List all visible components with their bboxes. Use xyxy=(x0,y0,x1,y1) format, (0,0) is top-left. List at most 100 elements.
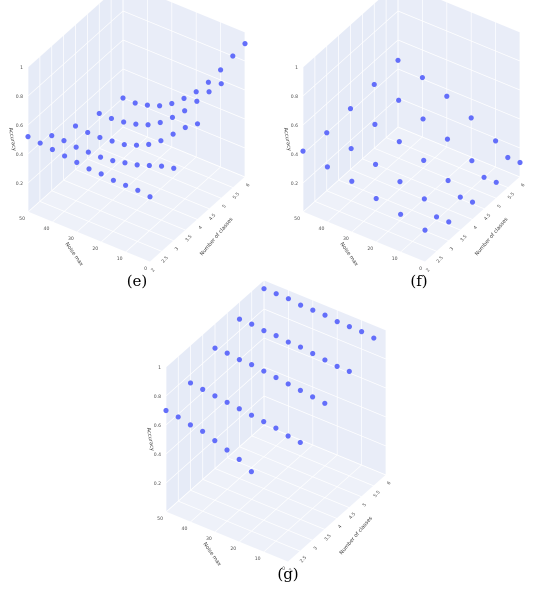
data-point xyxy=(120,95,126,101)
data-point xyxy=(200,428,206,434)
x-tick-label: 2.5 xyxy=(160,255,169,265)
gridline xyxy=(214,468,338,519)
gridline xyxy=(302,211,426,263)
gridline xyxy=(263,279,387,331)
x-tick-label: 3 xyxy=(449,246,456,252)
gridline xyxy=(400,166,496,253)
z-tick-label: 1 xyxy=(20,65,23,71)
side-pane xyxy=(264,280,386,475)
data-point xyxy=(212,345,218,351)
data-point xyxy=(146,162,152,169)
data-point xyxy=(109,138,115,144)
data-point xyxy=(133,142,140,148)
data-point xyxy=(421,196,427,202)
data-point xyxy=(108,115,115,122)
data-point xyxy=(346,368,352,374)
gridline xyxy=(302,10,399,97)
data-point xyxy=(194,98,200,104)
z-tick-label: 0.8 xyxy=(154,394,161,400)
x-tick-label: 5 xyxy=(221,204,228,210)
z-tick-label: 0.4 xyxy=(291,152,298,158)
chart-panel-g: 2 2.5 3 3.5 4 4.5 5 5.5 6 0 10 20 30 40 50 0.2 0.4 0.6 0.8… xyxy=(138,279,413,591)
data-point xyxy=(261,328,267,334)
gridline xyxy=(238,454,338,543)
x-tick-label: 3 xyxy=(174,246,181,252)
chart-g-svg: 2 2.5 3 3.5 4 4.5 5 5.5 6 0 10 20 30 40 50 0.2 0.4 0.6 0.8… xyxy=(145,279,393,573)
chart-panel-e: 2 2.5 3 3.5 4 4.5 5 5.5 6 0 10 20 30 40 50 0.2 0.4 0.6 0.8… xyxy=(0,0,275,300)
gridline xyxy=(327,136,423,223)
x-axis-title: Number of classes xyxy=(339,515,375,556)
data-point xyxy=(419,74,425,81)
data-point xyxy=(273,374,279,381)
gridline xyxy=(165,511,289,563)
data-point xyxy=(322,400,328,406)
gridline xyxy=(87,158,210,210)
data-point xyxy=(145,122,151,128)
x-tick-label: 2.5 xyxy=(435,255,444,265)
data-point xyxy=(236,456,242,462)
z-tick-label: 0.2 xyxy=(154,481,161,487)
gridline xyxy=(122,10,246,62)
x-tick-label: 6 xyxy=(245,182,252,188)
gridline xyxy=(326,190,449,242)
x-tick-label: 4.5 xyxy=(348,511,357,521)
data-point xyxy=(468,115,474,121)
data-point xyxy=(169,100,175,107)
x-tick-label: 2 xyxy=(425,267,432,273)
gridline xyxy=(263,308,387,360)
y-tick-label: 10 xyxy=(255,556,261,562)
gridline xyxy=(39,201,163,252)
y-tick-label: 30 xyxy=(343,236,349,242)
data-point xyxy=(298,302,304,308)
gridline xyxy=(178,500,301,552)
gridline xyxy=(302,68,399,155)
data-point xyxy=(285,339,291,345)
data-point xyxy=(212,393,218,399)
gridline xyxy=(440,0,521,33)
z-tick-label: 0.6 xyxy=(16,123,23,129)
data-point xyxy=(37,140,43,146)
side-pane xyxy=(398,0,520,177)
y-tick-label: 10 xyxy=(117,256,123,262)
gridline xyxy=(397,68,521,120)
data-point xyxy=(134,162,140,168)
data-point xyxy=(157,119,163,126)
data-point xyxy=(96,110,102,117)
gridline xyxy=(190,489,313,541)
data-point xyxy=(133,121,139,127)
gridline xyxy=(100,156,197,243)
data-point xyxy=(249,321,255,327)
data-point xyxy=(349,178,355,184)
data-point xyxy=(121,141,127,148)
data-point xyxy=(371,335,377,341)
gridline xyxy=(397,126,521,178)
data-point xyxy=(273,425,279,431)
data-point xyxy=(469,199,476,205)
y-axis-title: Noise max xyxy=(339,242,360,268)
data-point xyxy=(62,153,68,159)
data-point xyxy=(121,119,127,125)
data-point xyxy=(446,219,452,225)
gridlines xyxy=(302,0,521,263)
data-point xyxy=(169,114,176,120)
data-point xyxy=(236,357,242,363)
data-point xyxy=(132,100,138,106)
x-tick-label: 2.5 xyxy=(299,555,308,565)
x-tick-label: 5 xyxy=(496,204,503,210)
data-point xyxy=(359,329,365,335)
x-tick-label: 4.5 xyxy=(208,212,217,222)
gridline xyxy=(239,446,362,498)
gridline xyxy=(27,211,151,263)
y-axis-title: Noise max xyxy=(64,242,85,268)
data-point xyxy=(25,134,31,140)
z-tick-label: 0.8 xyxy=(291,94,298,100)
data-point xyxy=(85,149,91,155)
gridline xyxy=(385,137,509,188)
caption-f: (f) xyxy=(410,272,428,290)
data-point xyxy=(187,380,194,386)
gridline xyxy=(51,190,174,242)
z-axis-title: Accuracy xyxy=(282,127,292,151)
data-point xyxy=(493,138,499,144)
x-axis-title: Number of classes xyxy=(474,216,510,257)
data-point xyxy=(98,171,104,177)
